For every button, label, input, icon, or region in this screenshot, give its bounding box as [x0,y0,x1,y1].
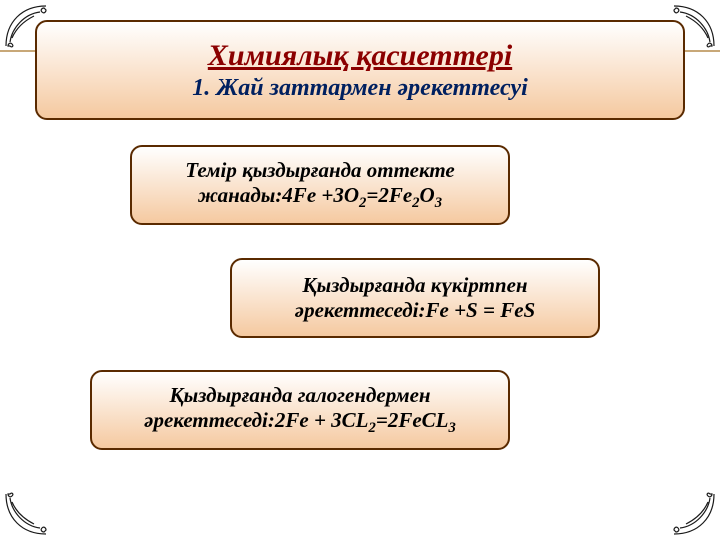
slide-subtitle: 1. Жай заттармен әрекеттесуі [192,75,528,102]
header-box: Химиялық қасиеттері 1. Жай заттармен әре… [35,20,685,120]
box3-line1: Қыздырғанда галогендермен [169,383,430,407]
corner-ornament-bottom-left [4,492,48,536]
content-text-3: Қыздырғанда галогендермен әрекеттеседі:2… [144,383,456,437]
box1-sub3: 3 [435,195,442,211]
box3-eq-b: =2FeCL [376,408,449,432]
corner-ornament-bottom-right [672,492,716,536]
content-box-3: Қыздырғанда галогендермен әрекеттеседі:2… [90,370,510,450]
box1-sub2: 2 [412,195,419,211]
box1-eq-b: =2Fe [366,183,412,207]
box1-eq-a: жанады:4Fe +3O [198,183,359,207]
content-box-1: Темір қыздырғанда оттекте жанады:4Fe +3O… [130,145,510,225]
box1-line1: Темір қыздырғанда оттекте [185,158,455,182]
content-box-2: Қыздырғанда күкіртпен әрекеттеседі:Fe +S… [230,258,600,338]
box3-eq-a: әрекеттеседі:2Fe + 3CL [144,408,368,432]
box3-sub2: 3 [449,420,456,436]
box2-line2: әрекеттеседі:Fe +S = FeS [295,298,535,322]
slide-title: Химиялық қасиеттері [208,39,512,73]
content-text-2: Қыздырғанда күкіртпен әрекеттеседі:Fe +S… [295,273,535,323]
box3-sub1: 2 [369,420,376,436]
box2-line1: Қыздырғанда күкіртпен [302,273,527,297]
content-text-1: Темір қыздырғанда оттекте жанады:4Fe +3O… [185,158,455,212]
box1-eq-c: O [420,183,435,207]
